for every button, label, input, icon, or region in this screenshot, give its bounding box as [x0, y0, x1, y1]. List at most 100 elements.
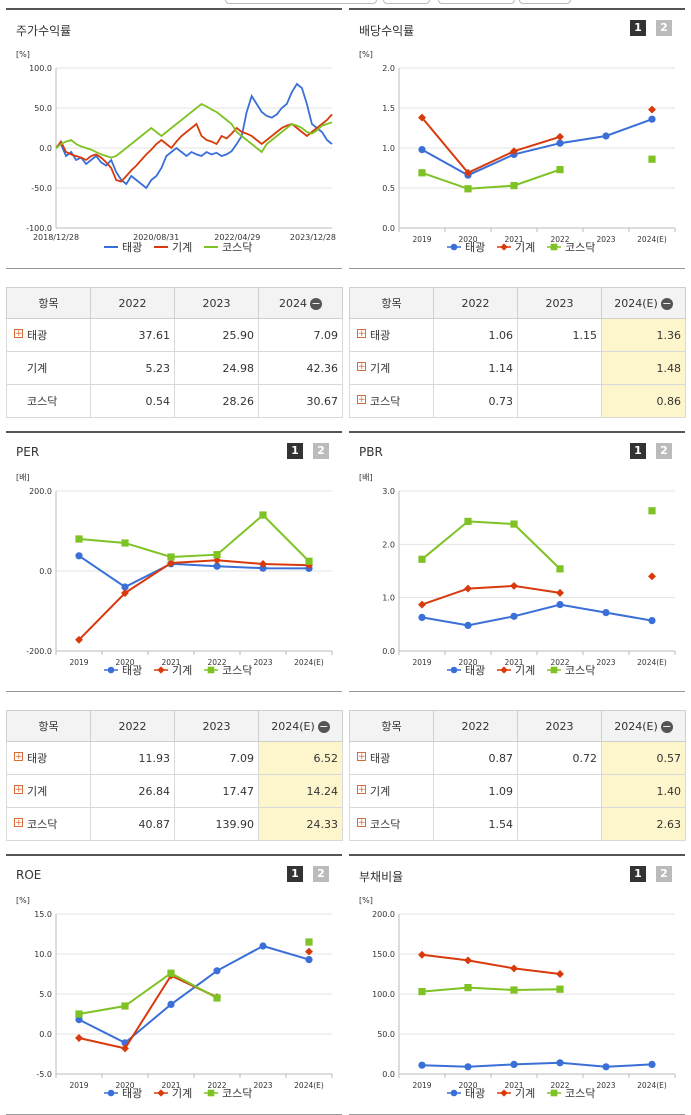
legend-marker	[500, 1089, 508, 1097]
data-point	[602, 609, 610, 617]
unit-label: [%]	[16, 50, 30, 59]
legend-label: 태광	[122, 241, 142, 254]
roe-chart: [%] 15.0 10.0 5.0 0.0 -5.0 2019 2020 2021 2022 202…	[16, 896, 333, 1100]
x-tick-label: 2023	[596, 658, 615, 667]
y-tick-label: 100.0	[372, 990, 395, 999]
series-line-코스닥	[421, 520, 561, 570]
pbr-chart: [배] 3.0 2.0 1.0 0.0 2019 2020 2021 2022 2023 2024(…	[359, 473, 676, 677]
panel-title: PBR	[359, 445, 383, 459]
top-fragment-button	[225, 0, 377, 4]
table-cell	[517, 351, 602, 385]
panel-title: 배당수익률	[359, 24, 415, 38]
legend-label: 코스닥	[565, 241, 595, 254]
data-point	[556, 139, 564, 147]
table-cell	[517, 774, 602, 808]
series-line-기계	[55, 113, 333, 183]
data-point	[418, 146, 426, 154]
legend-marker	[107, 666, 115, 674]
view-1-button[interactable]: 1	[287, 866, 303, 882]
series-line-코스닥	[421, 168, 561, 190]
row-label-text: 기계	[370, 362, 391, 375]
expand-icon[interactable]: +	[14, 752, 23, 762]
view-2-button[interactable]: 2	[656, 443, 672, 459]
expand-icon[interactable]: +	[357, 329, 366, 339]
table-cell: 5.23	[90, 351, 175, 385]
table-cell	[517, 807, 602, 841]
legend-marker	[207, 1089, 215, 1097]
table-cell: 14.24	[258, 774, 343, 808]
data-point	[648, 155, 656, 163]
table-cell: 1.48	[601, 351, 686, 385]
view-2-button[interactable]: 2	[313, 866, 329, 882]
data-point	[213, 967, 221, 975]
legend-label: 코스닥	[222, 1087, 252, 1100]
unit-label: [%]	[16, 896, 30, 905]
x-tick-label: 2021	[504, 1081, 523, 1090]
table-cell: 28.26	[174, 384, 259, 418]
x-tick-label: 2019	[412, 1081, 431, 1090]
panel-title: PER	[16, 445, 40, 459]
series-line-태광	[421, 603, 653, 627]
y-tick-label: 0.0	[39, 1030, 52, 1039]
collapse-icon[interactable]: −	[317, 719, 330, 733]
per-chart: [배] 200.0 0.0 -200.0 2019 2020 2021 2022 2023 202…	[16, 473, 333, 677]
data-point	[418, 169, 426, 177]
expand-icon[interactable]: +	[357, 785, 366, 795]
view-1-button[interactable]: 1	[630, 20, 646, 36]
table-cell: 1.36	[601, 318, 686, 352]
view-1-button[interactable]: 1	[630, 866, 646, 882]
expand-icon[interactable]: +	[357, 752, 366, 762]
y-tick-label: -5.0	[36, 1070, 52, 1079]
view-1-button[interactable]: 1	[287, 443, 303, 459]
data-point	[602, 132, 610, 140]
legend-marker	[500, 666, 508, 674]
expand-icon[interactable]: +	[14, 329, 23, 339]
table-cell: 42.36	[258, 351, 343, 385]
data-point	[510, 520, 518, 528]
data-point	[75, 1010, 83, 1018]
x-tick-label: 2019	[69, 1081, 88, 1090]
collapse-icon[interactable]: −	[660, 296, 673, 310]
table-cell: 0.57	[601, 741, 686, 775]
view-2-button[interactable]: 2	[656, 866, 672, 882]
data-point	[464, 956, 472, 965]
row-label-text: 태광	[27, 329, 48, 342]
column-header-year: 2024(E) −	[601, 287, 686, 319]
data-point	[464, 621, 472, 629]
data-point	[602, 1063, 610, 1071]
data-point	[648, 115, 656, 123]
expand-icon[interactable]: +	[357, 362, 366, 372]
panel-per: PER 1 2 [배] 200.0 0.0 -200.0 2019 2020 2021 202…	[6, 431, 342, 692]
top-fragment-button	[383, 0, 430, 4]
y-tick-label: 5.0	[39, 990, 52, 999]
expand-icon[interactable]: +	[357, 395, 366, 405]
collapse-icon[interactable]: −	[660, 719, 673, 733]
expand-icon[interactable]: +	[357, 818, 366, 828]
table-row: + 태광 11.93 7.09 6.52	[6, 741, 343, 775]
data-point	[305, 938, 313, 946]
expand-icon[interactable]: +	[14, 818, 23, 828]
view-1-button[interactable]: 1	[630, 443, 646, 459]
data-point	[213, 994, 221, 1002]
collapse-icon[interactable]: −	[310, 296, 322, 310]
legend-label: 태광	[465, 241, 485, 254]
table-cell: 0.72	[517, 741, 602, 775]
table-row: 코스닥 0.54 28.26 30.67	[6, 384, 343, 418]
x-tick-label: 2023	[596, 1081, 615, 1090]
y-tick-label: 200.0	[372, 910, 395, 919]
y-tick-label: 0.0	[382, 224, 395, 233]
unit-label: [배]	[16, 473, 30, 482]
panel-pbr: PBR 1 2 [배] 3.0 2.0 1.0 0.0 2019 2020 2021 2022 2…	[349, 431, 685, 692]
row-label: + 태광	[6, 318, 91, 352]
x-tick-label: 2019	[412, 658, 431, 667]
data-point	[510, 182, 518, 190]
x-tick-label: 2023	[596, 235, 615, 244]
dividend-yield-table: 항목 2022 2023 2024(E) − + 태광 1.06 1.15 1.36 + 기계 1.14…	[349, 287, 686, 418]
table-cell: 139.90	[174, 807, 259, 841]
y-tick-label: -100.0	[26, 224, 52, 233]
view-2-button[interactable]: 2	[313, 443, 329, 459]
table-row: + 코스닥 0.73 0.86	[349, 384, 686, 418]
expand-icon[interactable]: +	[14, 785, 23, 795]
view-2-button[interactable]: 2	[656, 20, 672, 36]
x-tick-label: 2020	[458, 1081, 477, 1090]
